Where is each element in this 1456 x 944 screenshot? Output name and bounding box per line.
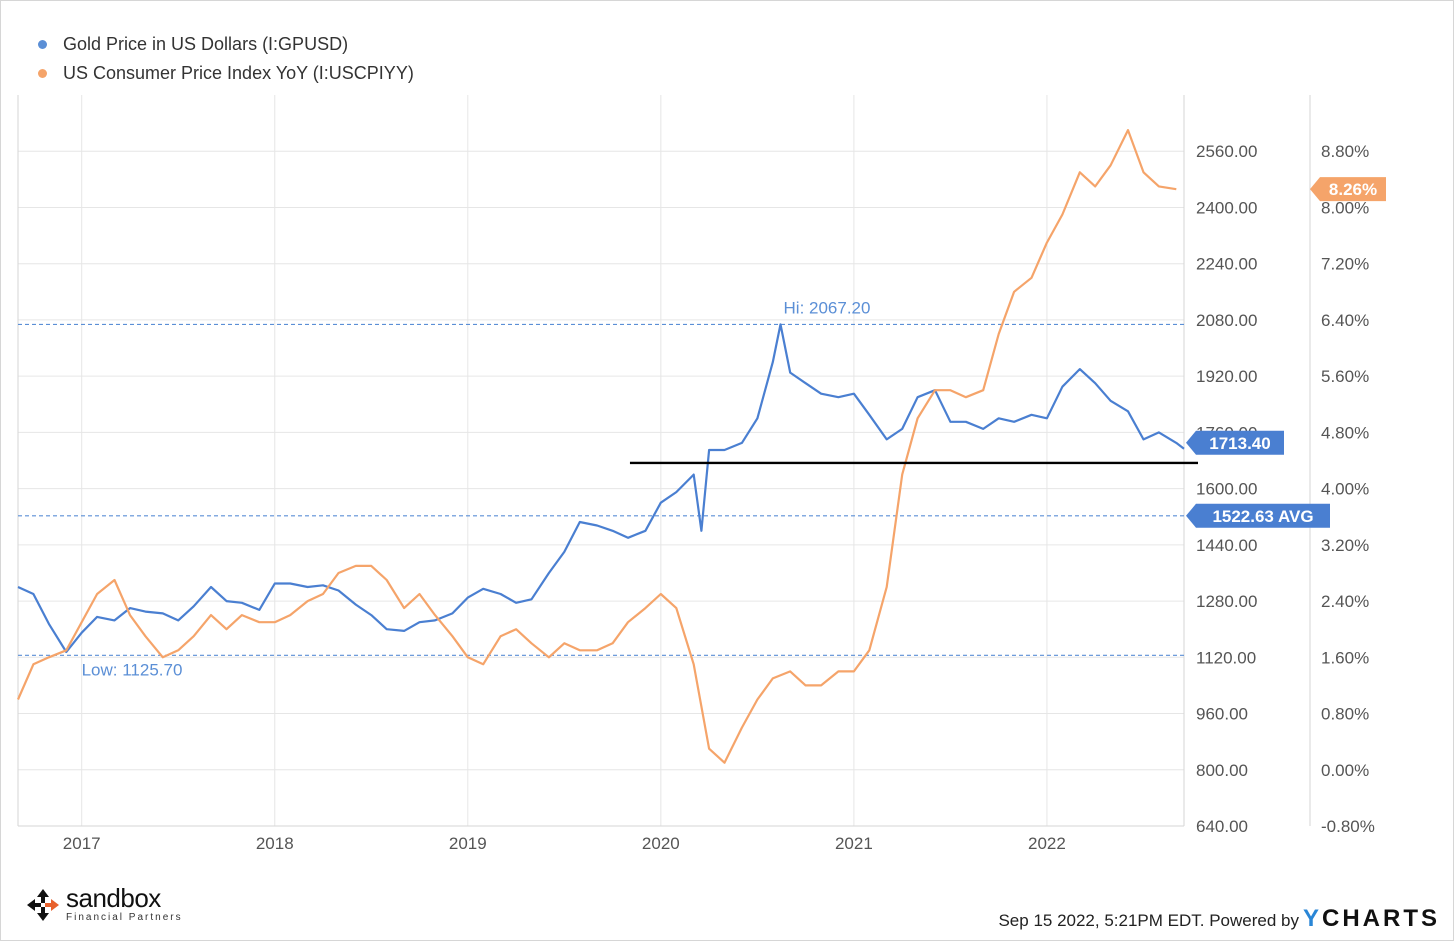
legend-item-cpi[interactable]: US Consumer Price Index YoY (I:USCPIYY) — [38, 59, 414, 88]
cpi-last-value-tag: 8.26% — [1329, 180, 1377, 199]
x-tick-label: 2017 — [63, 834, 101, 853]
x-tick-label: 2019 — [449, 834, 487, 853]
low-label: Low: 1125.70 — [82, 660, 183, 679]
sandbox-logo: sandbox Financial Partners — [26, 883, 183, 923]
y-right-tick-label: 4.00% — [1321, 480, 1369, 499]
hi-label: Hi: 2067.20 — [784, 298, 871, 317]
ycharts-y: Y — [1302, 905, 1322, 932]
y-right-tick-label: 0.00% — [1321, 761, 1369, 780]
cpi-last-value-tag-bg — [1310, 177, 1386, 202]
y-left-tick-label: 1920.00 — [1196, 367, 1257, 386]
legend-dot-icon — [38, 40, 47, 49]
y-left-tick-label: 1280.00 — [1196, 592, 1257, 611]
gold-last-value-tag: 1713.40 — [1209, 434, 1270, 453]
legend-label-cpi: US Consumer Price Index YoY (I:USCPIYY) — [63, 63, 414, 83]
gold-last-value-tag-bg — [1186, 430, 1284, 455]
legend: Gold Price in US Dollars (I:GPUSD) US Co… — [38, 30, 414, 88]
y-left-tick-label: 640.00 — [1196, 817, 1248, 836]
y-right-tick-label: 8.80% — [1321, 142, 1369, 161]
y-left-tick-label: 2560.00 — [1196, 142, 1257, 161]
footer: Sep 15 2022, 5:21PM EDT. Powered by YCHA… — [998, 905, 1440, 933]
y-left-tick-label: 1120.00 — [1196, 648, 1256, 667]
y-right-tick-label: 8.00% — [1321, 198, 1369, 217]
y-left-tick-label: 1440.00 — [1196, 536, 1257, 555]
y-right-tick-label: 6.40% — [1321, 311, 1369, 330]
x-tick-label: 2021 — [835, 834, 873, 853]
legend-item-gold[interactable]: Gold Price in US Dollars (I:GPUSD) — [38, 30, 414, 59]
y-left-tick-label: 2240.00 — [1196, 255, 1257, 274]
cpi-yoy-line — [16, 129, 1177, 764]
y-right-tick-label: 5.60% — [1321, 367, 1369, 386]
footer-timestamp: Sep 15 2022, 5:21PM EDT. Powered by — [998, 911, 1299, 930]
avg-tag: 1522.63 AVG — [1212, 507, 1313, 526]
y-left-tick-label: 960.00 — [1196, 705, 1248, 724]
y-right-tick-label: -0.80% — [1321, 817, 1375, 836]
y-right-tick-label: 2.40% — [1321, 592, 1369, 611]
y-right-tick-label: 0.80% — [1321, 705, 1369, 724]
ycharts-brand[interactable]: YCHARTS — [1303, 905, 1440, 933]
x-tick-label: 2020 — [642, 834, 680, 853]
legend-label-gold: Gold Price in US Dollars (I:GPUSD) — [63, 34, 349, 54]
y-right-tick-label: 3.20% — [1321, 536, 1369, 555]
logo-subtitle: Financial Partners — [66, 912, 183, 923]
y-left-tick-label: 2080.00 — [1196, 311, 1257, 330]
y-right-tick-label: 4.80% — [1321, 423, 1369, 442]
x-tick-label: 2018 — [256, 834, 294, 853]
y-left-tick-label: 2400.00 — [1196, 198, 1257, 217]
y-left-tick-label: 800.00 — [1196, 761, 1248, 780]
arrows-cross-icon — [27, 888, 59, 921]
y-left-tick-label: 1600.00 — [1196, 480, 1257, 499]
y-right-tick-label: 7.20% — [1321, 255, 1369, 274]
avg-tag-bg — [1186, 503, 1330, 528]
ycharts-rest: CHARTS — [1322, 905, 1440, 932]
y-right-tick-label: 1.60% — [1321, 648, 1369, 667]
logo-name: sandbox — [66, 883, 161, 913]
gold-price-line — [17, 323, 1185, 654]
legend-dot-icon — [38, 69, 47, 78]
x-tick-label: 2022 — [1028, 834, 1066, 853]
